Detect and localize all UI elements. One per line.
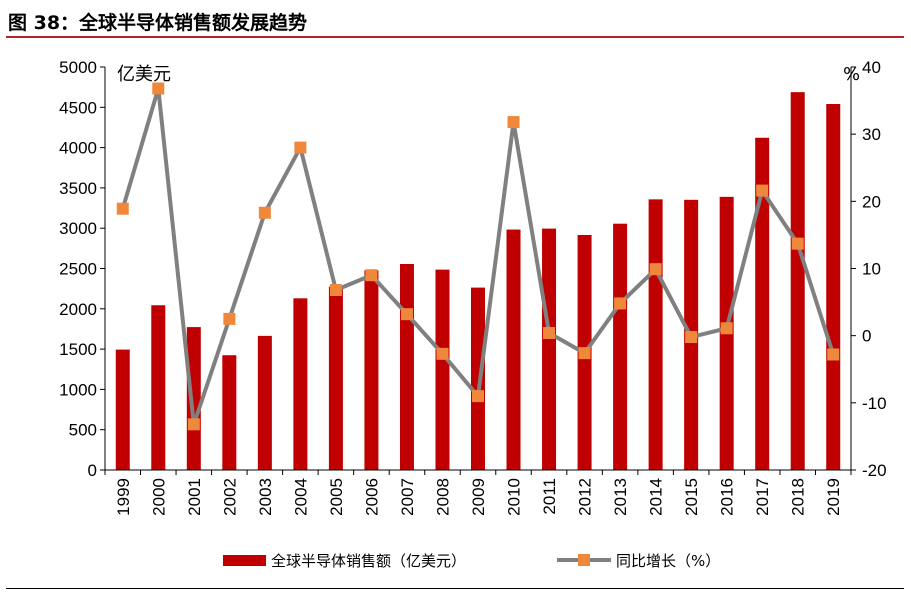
x-tick-label-1999: 1999 — [114, 478, 133, 516]
x-tick-label-2014: 2014 — [647, 478, 666, 516]
growth-point-2013 — [614, 297, 627, 310]
legend-bar-swatch — [223, 555, 266, 566]
bar-2004 — [293, 298, 308, 470]
x-tick-label-2011: 2011 — [540, 478, 559, 515]
x-tick-label-2016: 2016 — [718, 478, 737, 516]
growth-point-2019 — [827, 348, 840, 361]
right-tick-label: 40 — [862, 58, 881, 77]
growth-point-2006 — [365, 269, 378, 282]
x-tick-label-2013: 2013 — [611, 478, 630, 516]
x-tick-label-2005: 2005 — [327, 478, 346, 516]
bar-2018 — [790, 92, 805, 470]
bar-2009 — [471, 287, 485, 470]
growth-point-2001 — [187, 418, 200, 431]
growth-point-2004 — [294, 141, 307, 154]
growth-point-2008 — [436, 347, 449, 360]
x-tick-label-2009: 2009 — [469, 478, 488, 516]
bar-2008 — [435, 269, 450, 470]
bar-2014 — [648, 199, 663, 470]
growth-point-2009 — [472, 390, 484, 403]
growth-point-1999 — [116, 202, 129, 215]
bar-2006 — [364, 270, 379, 470]
x-tick-label-2007: 2007 — [398, 478, 417, 516]
x-tick-label-2018: 2018 — [789, 478, 808, 516]
right-axis-unit-label: % — [843, 64, 860, 85]
growth-point-2015 — [685, 331, 698, 344]
title-bar: 图 38：全球半导体销售额发展趋势 — [6, 6, 904, 38]
x-tick-label-2012: 2012 — [576, 478, 595, 516]
growth-point-2017 — [756, 184, 769, 197]
right-axis-ticks: -20 -10 0 10 20 30 40 — [851, 58, 887, 480]
bottom-rule — [6, 588, 904, 589]
growth-point-2014 — [649, 263, 662, 276]
figure-title: 图 38：全球半导体销售额发展趋势 — [8, 12, 308, 34]
growth-point-2011 — [543, 326, 556, 339]
bar-2000 — [151, 305, 166, 470]
bar-2019 — [826, 103, 841, 471]
left-axis-unit-label: 亿美元 — [117, 64, 171, 85]
left-tick-label: 3000 — [59, 219, 97, 238]
right-tick-label: 20 — [862, 192, 881, 211]
left-tick-label: 1000 — [59, 380, 97, 399]
bar-2001 — [186, 327, 201, 470]
legend-marker-swatch — [578, 554, 590, 566]
right-tick-label: -20 — [862, 461, 887, 480]
right-tick-label: 10 — [862, 260, 881, 279]
x-tick-label-2002: 2002 — [220, 478, 239, 516]
growth-point-2012 — [578, 347, 591, 360]
left-tick-label: 5000 — [59, 58, 97, 77]
left-tick-label: 500 — [69, 421, 97, 440]
growth-line-series — [116, 82, 840, 431]
growth-point-2002 — [223, 312, 236, 325]
growth-point-2005 — [329, 283, 342, 296]
left-tick-label: 0 — [88, 461, 97, 480]
x-tick-label-2017: 2017 — [753, 478, 772, 516]
x-tick-label-2006: 2006 — [362, 478, 381, 516]
x-axis-ticks: 1999 2000 2001 2002 2003 2004 2005 2006 2007 2008… — [104, 470, 852, 516]
left-tick-label: 1500 — [59, 340, 97, 359]
legend-line-label: 同比增长（%） — [616, 552, 720, 570]
left-tick-label: 4000 — [59, 139, 97, 158]
bar-2003 — [257, 335, 272, 470]
bar-2010 — [506, 229, 521, 470]
legend-bar-label: 全球半导体销售额（亿美元） — [271, 552, 466, 570]
growth-point-2018 — [791, 237, 804, 250]
x-tick-label-2001: 2001 — [185, 478, 204, 516]
bar-2017 — [755, 137, 770, 471]
left-tick-label: 4500 — [59, 98, 97, 117]
x-tick-label-2019: 2019 — [824, 478, 843, 516]
sales-bars — [115, 92, 841, 471]
bar-2002 — [222, 355, 237, 470]
growth-point-2003 — [258, 206, 271, 219]
growth-point-2000 — [152, 82, 165, 95]
bar-2005 — [328, 286, 343, 470]
left-tick-label: 3500 — [59, 179, 97, 198]
right-tick-label: -10 — [862, 394, 887, 413]
bar-2007 — [399, 263, 414, 470]
x-tick-label-2003: 2003 — [256, 478, 275, 516]
left-tick-label: 2500 — [59, 260, 97, 279]
right-tick-label: 0 — [862, 327, 871, 346]
growth-point-2016 — [720, 322, 733, 335]
bar-2013 — [613, 223, 628, 470]
x-tick-label-2015: 2015 — [682, 478, 701, 516]
bar-1999 — [115, 349, 130, 470]
bar-2011 — [542, 228, 557, 470]
x-tick-label-2010: 2010 — [505, 478, 524, 516]
left-axis-ticks: 0 500 1000 1500 2000 2500 3000 3500 4000 4500 5000 — [59, 58, 105, 480]
growth-point-2007 — [400, 308, 413, 321]
left-tick-label: 2000 — [59, 300, 97, 319]
x-tick-label-2000: 2000 — [149, 478, 168, 516]
growth-point-2010 — [507, 116, 520, 129]
right-tick-label: 30 — [862, 125, 881, 144]
x-tick-label-2008: 2008 — [433, 478, 452, 516]
x-tick-label-2004: 2004 — [291, 478, 310, 516]
legend: 全球半导体销售额（亿美元） 同比增长（%） — [223, 552, 720, 570]
